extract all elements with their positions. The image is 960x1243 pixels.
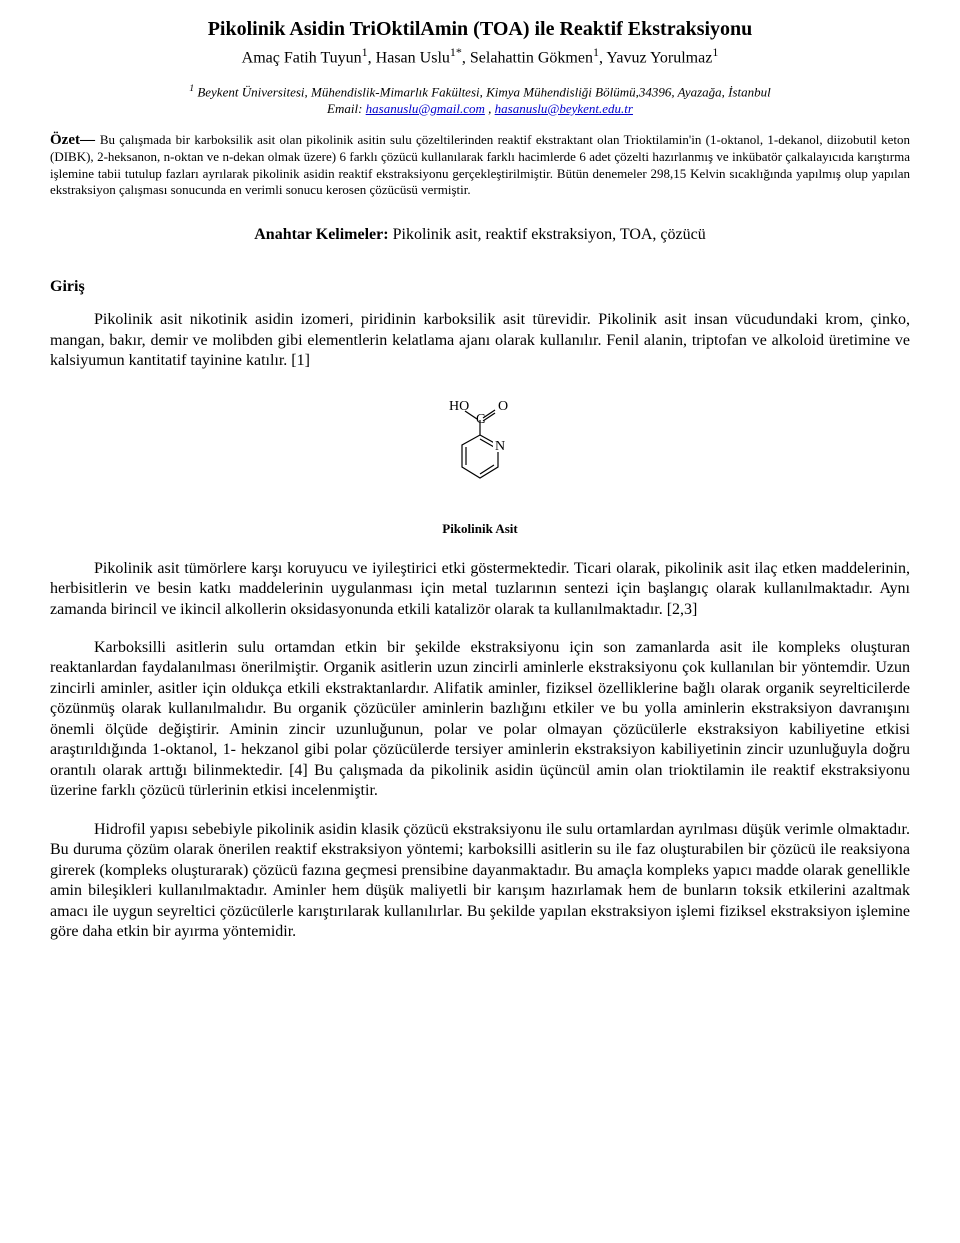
- abstract-label: Özet—: [50, 132, 100, 148]
- section-heading-intro: Giriş: [50, 278, 910, 296]
- paragraph-1: Pikolinik asit nikotinik asidin izomeri,…: [50, 310, 910, 371]
- keywords-label: Anahtar Kelimeler:: [254, 226, 392, 243]
- paragraph-3: Karboksilli asitlerin sulu ortamdan etki…: [50, 638, 910, 802]
- keywords-text: Pikolinik asit, reaktif ekstraksiyon, TO…: [393, 226, 706, 243]
- atom-label-n: N: [495, 439, 505, 454]
- email-link-1[interactable]: hasanuslu@gmail.com: [366, 101, 485, 116]
- paper-title: Pikolinik Asidin TriOktilAmin (TOA) ile …: [50, 18, 910, 41]
- abstract-text: Bu çalışmada bir karboksilik asit olan p…: [50, 132, 910, 197]
- email-line: Email: hasanuslu@gmail.com , hasanuslu@b…: [50, 101, 910, 117]
- atom-label-o: O: [498, 399, 508, 414]
- molecule-svg: HO O C N: [420, 390, 540, 510]
- atom-label-ho: HO: [449, 399, 469, 414]
- abstract: Özet— Bu çalışmada bir karboksilik asit …: [50, 131, 910, 199]
- paragraph-4: Hidrofil yapısı sebebiyle pikolinik asid…: [50, 820, 910, 943]
- email-link-2[interactable]: hasanuslu@beykent.edu.tr: [495, 101, 633, 116]
- figure-caption: Pikolinik Asit: [50, 521, 910, 537]
- paragraph-2: Pikolinik asit tümörlere karşı koruyucu …: [50, 559, 910, 620]
- page: Pikolinik Asidin TriOktilAmin (TOA) ile …: [0, 0, 960, 1001]
- atom-label-c: C: [476, 412, 485, 427]
- email-label: Email:: [327, 101, 366, 116]
- molecule-figure: HO O C N: [50, 390, 910, 515]
- keywords-line: Anahtar Kelimeler: Pikolinik asit, reakt…: [50, 226, 910, 244]
- authors-line: Amaç Fatih Tuyun1, Hasan Uslu1*, Selahat…: [50, 45, 910, 67]
- affiliation-line: 1 Beykent Üniversitesi, Mühendislik-Mima…: [50, 83, 910, 100]
